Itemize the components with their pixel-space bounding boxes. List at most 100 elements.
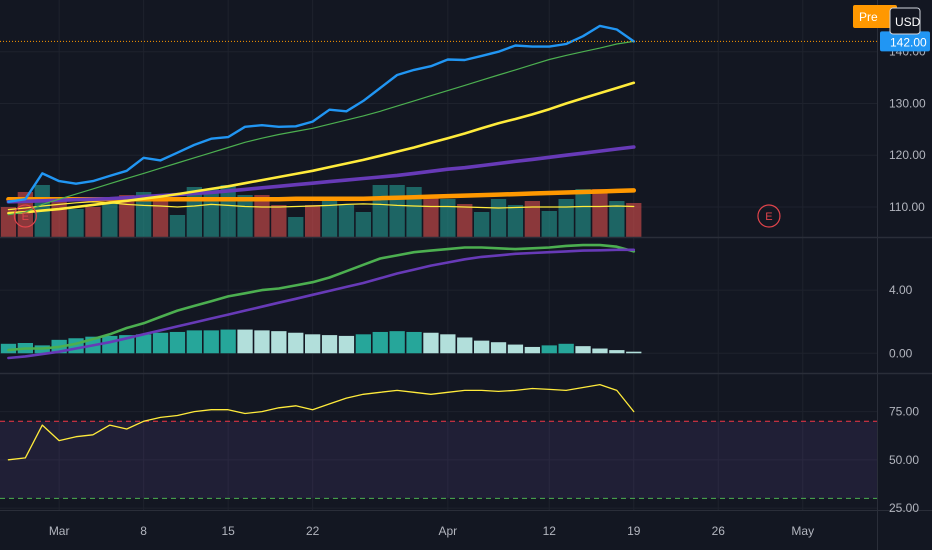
signal-line [7,248,636,360]
time-axis-tick: 26 [712,524,726,538]
volume-bar [389,185,405,237]
macd-histogram-bar [102,335,118,354]
volume-bar [68,209,84,237]
volume-bar [507,205,524,237]
macd-histogram-bar [271,331,287,354]
indicator-lines [0,24,877,461]
current-price-badge [880,31,930,52]
volume-bar [321,197,338,237]
volume-bar [288,217,304,237]
macd-histogram-bar [372,331,388,354]
volume-bar [355,212,371,237]
volume-bar [609,201,625,237]
rsi-line [7,383,635,461]
volume-bar [338,205,355,237]
price-badges: Pre 142.00 USD [853,5,930,52]
rsi-band-fill [0,421,877,499]
volume-bar [237,195,253,237]
volume-bar [423,195,439,237]
time-axis-tick: Apr [439,524,458,538]
currency-label: USD [895,15,921,29]
macd-histogram [0,329,642,354]
earnings-circle [13,204,37,228]
volume-bar [271,205,287,237]
earnings-circle [757,204,781,228]
volume-bar [575,189,591,237]
macd-axis-tick: 4.00 [889,283,913,297]
currency-badge [889,7,921,35]
earnings-label: E [22,211,29,223]
time-axis-tick: 8 [140,524,147,538]
rsi-axis-tick: 75.00 [889,405,919,419]
volume-bar [305,205,321,237]
ma-mid-line [7,81,636,215]
macd-histogram-bar [389,331,405,354]
volume-bar [102,203,118,237]
volume-bar [440,199,456,237]
macd-histogram-bar [440,334,456,354]
volume-bar [152,197,169,237]
volume-bar [254,195,270,237]
time-axis-tick: 15 [221,524,235,538]
macd-histogram-bar [136,334,152,354]
macd-histogram-bar [490,342,507,354]
earnings-marker[interactable]: E [757,204,781,228]
time-axis-tick: 22 [306,524,320,538]
time-axis-tick: 19 [627,524,641,538]
macd-histogram-bar [0,343,17,354]
macd-histogram-bar [254,330,270,354]
volume-bar [406,187,422,237]
price-axis-tick: 110.00 [889,200,925,214]
time-axis-tick: May [791,524,814,538]
macd-histogram-bar [406,331,422,354]
rsi-axis-tick: 25.00 [889,501,919,515]
volume-bar [372,185,388,237]
volume-bar [457,204,473,237]
volume-bar [203,189,219,237]
macd-histogram-bar [507,344,524,354]
volume-bar [524,201,540,237]
macd-histogram-bar [203,330,219,354]
price-axis-tick: 130.00 [889,96,926,110]
volume-bar [626,203,642,237]
macd-histogram-bar [558,343,574,354]
rsi-axis-tick: 50.00 [889,453,919,467]
pre-market-label: Pre [859,10,878,24]
macd-histogram-bar [237,329,253,354]
macd-histogram-bar [288,332,304,354]
macd-axis-tick: 0.00 [889,346,913,360]
macd-histogram-bar [541,345,557,354]
macd-histogram-bar [575,346,591,354]
volume-bar [474,212,490,237]
volume-bar [541,211,557,237]
macd-histogram-bar [338,335,355,354]
macd-line [7,243,636,352]
macd-histogram-bar [220,329,236,354]
macd-histogram-bar [524,346,540,354]
macd-histogram-bar [423,332,439,354]
volume-bar [0,207,17,237]
volume-bar [136,192,152,237]
macd-histogram-bar [457,337,473,354]
macd-histogram-bar [186,330,202,354]
macd-histogram-bar [609,350,625,354]
price-line [7,24,635,204]
macd-histogram-bar [305,334,321,354]
volume-bar [558,199,574,237]
macd-histogram-bar [626,351,642,354]
volume-bar [85,207,101,237]
time-axis-tick: 12 [543,524,557,538]
ma-slow-line [6,145,636,204]
macd-histogram-bar [169,331,186,354]
macd-histogram-bar [474,340,490,354]
earnings-marker[interactable]: E [13,204,37,228]
macd-histogram-bar [321,335,338,354]
current-price-label: 142.00 [890,35,927,49]
volume-bar [169,215,186,237]
macd-histogram-bar [355,334,371,354]
